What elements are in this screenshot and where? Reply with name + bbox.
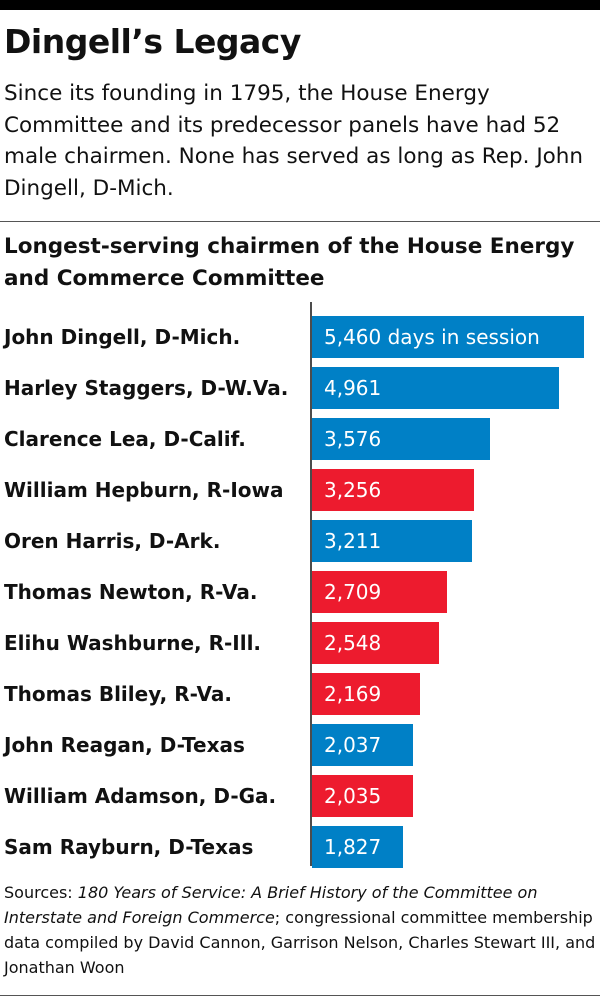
sources-prefix: Sources: (4, 883, 78, 902)
category-label: John Reagan, D-Texas (2, 733, 245, 757)
category-label: William Hepburn, R-Iowa (4, 478, 283, 502)
bar (312, 418, 490, 460)
bar (312, 673, 420, 715)
chart-title: Longest-serving chairmen of the House En… (4, 234, 575, 291)
bar (312, 469, 474, 511)
bar-value-label: 4,961 (324, 376, 381, 400)
category-label: Sam Rayburn, D-Texas (4, 835, 253, 859)
bar (312, 571, 447, 613)
bar-value-label: 5,460 days in session (324, 325, 540, 349)
page-title: Dingell’s Legacy (4, 22, 301, 61)
sources-publication: 180 Years of Service: A Brief History of… (4, 883, 538, 927)
bar (312, 622, 439, 664)
bar (312, 826, 403, 868)
bar-value-label: 2,169 (324, 682, 381, 706)
category-label: Thomas Bliley, R-Va. (4, 682, 232, 706)
bar-value-label: 1,827 (324, 835, 381, 859)
category-label: John Dingell, D-Mich. (2, 325, 240, 349)
section-divider (0, 221, 600, 222)
bar-value-label: 3,256 (324, 478, 381, 502)
category-label: Elihu Washburne, R-Ill. (4, 631, 261, 655)
sources-rest: ; congressional committee membership dat… (4, 908, 596, 977)
category-label: Oren Harris, D-Ark. (4, 529, 220, 553)
bar-value-label: 3,211 (324, 529, 381, 553)
bar-value-label: 2,037 (324, 733, 381, 757)
bar-value-label: 2,548 (324, 631, 381, 655)
bar-chart: John Dingell, D-Mich. 5,460 days in sessi… (2, 302, 584, 868)
bar (312, 367, 559, 409)
bottom-rule (0, 995, 600, 996)
category-label: Clarence Lea, D-Calif. (4, 427, 246, 451)
bar-value-label: 2,035 (324, 784, 381, 808)
top-rule (0, 0, 600, 10)
sources-note: Sources: 180 Years of Service: A Brief H… (4, 880, 596, 980)
category-label: William Adamson, D-Ga. (4, 784, 276, 808)
bar (312, 520, 472, 562)
category-label: Harley Staggers, D-W.Va. (4, 376, 288, 400)
bar (312, 775, 413, 817)
bar-value-label: 3,576 (324, 427, 381, 451)
bar-value-label: 2,709 (324, 580, 381, 604)
category-label: Thomas Newton, R-Va. (4, 580, 257, 604)
intro-text: Since its founding in 1795, the House En… (4, 81, 584, 201)
bar (312, 316, 584, 358)
bar (312, 724, 413, 766)
